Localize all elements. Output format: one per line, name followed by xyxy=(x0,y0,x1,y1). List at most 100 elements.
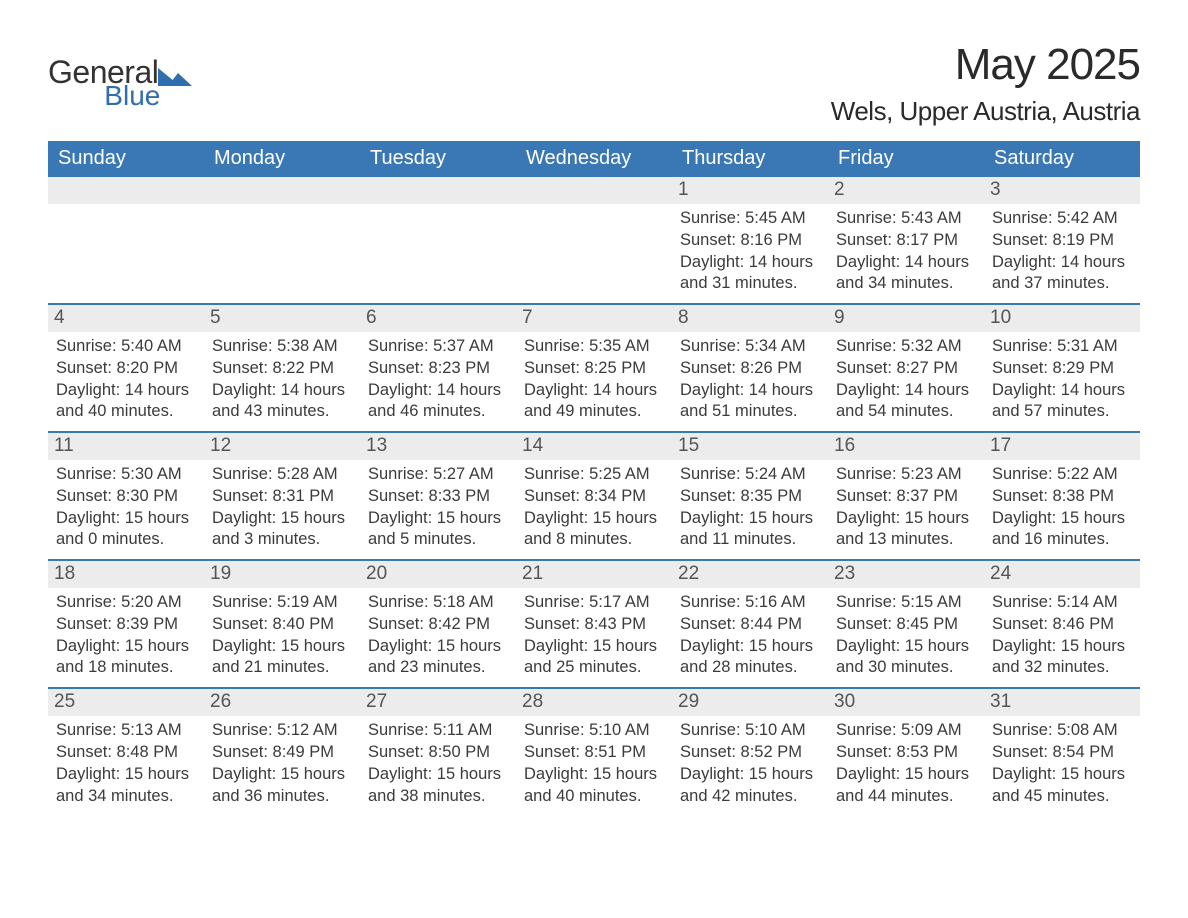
day-number: 31 xyxy=(984,689,1140,716)
day-sunset: Sunset: 8:27 PM xyxy=(836,358,976,380)
day-number: 25 xyxy=(48,689,204,716)
day-sunset: Sunset: 8:44 PM xyxy=(680,614,820,636)
day-sunset: Sunset: 8:35 PM xyxy=(680,486,820,508)
day-daylight2: and 46 minutes. xyxy=(368,401,508,423)
day-number: 4 xyxy=(48,305,204,332)
day-daylight2: and 18 minutes. xyxy=(56,657,196,679)
day-daylight1: Daylight: 14 hours xyxy=(680,252,820,274)
day-daylight1: Daylight: 15 hours xyxy=(368,636,508,658)
day-cell: 26Sunrise: 5:12 AMSunset: 8:49 PMDayligh… xyxy=(204,689,360,815)
day-number xyxy=(48,177,204,204)
day-number: 27 xyxy=(360,689,516,716)
day-sunrise: Sunrise: 5:08 AM xyxy=(992,720,1132,742)
day-daylight2: and 37 minutes. xyxy=(992,273,1132,295)
day-cell-empty xyxy=(204,177,360,303)
day-daylight2: and 38 minutes. xyxy=(368,786,508,808)
day-sunrise: Sunrise: 5:43 AM xyxy=(836,208,976,230)
day-cell: 13Sunrise: 5:27 AMSunset: 8:33 PMDayligh… xyxy=(360,433,516,559)
day-cell: 6Sunrise: 5:37 AMSunset: 8:23 PMDaylight… xyxy=(360,305,516,431)
day-number: 10 xyxy=(984,305,1140,332)
day-cell: 4Sunrise: 5:40 AMSunset: 8:20 PMDaylight… xyxy=(48,305,204,431)
day-cell: 2 Sunrise: 5:43 AMSunset: 8:17 PMDaylight… xyxy=(828,177,984,303)
day-daylight1: Daylight: 15 hours xyxy=(992,636,1132,658)
day-cell: 22Sunrise: 5:16 AMSunset: 8:44 PMDayligh… xyxy=(672,561,828,687)
day-daylight1: Daylight: 14 hours xyxy=(524,380,664,402)
day-daylight2: and 42 minutes. xyxy=(680,786,820,808)
day-cell: 29Sunrise: 5:10 AMSunset: 8:52 PMDayligh… xyxy=(672,689,828,815)
day-daylight1: Daylight: 15 hours xyxy=(212,508,352,530)
day-number: 20 xyxy=(360,561,516,588)
day-sunset: Sunset: 8:46 PM xyxy=(992,614,1132,636)
day-daylight1: Daylight: 15 hours xyxy=(836,764,976,786)
weekday-header-cell: Saturday xyxy=(984,141,1140,177)
day-sunrise: Sunrise: 5:23 AM xyxy=(836,464,976,486)
day-daylight1: Daylight: 15 hours xyxy=(56,764,196,786)
day-number: 2 xyxy=(828,177,984,204)
day-sunset: Sunset: 8:31 PM xyxy=(212,486,352,508)
day-cell: 12Sunrise: 5:28 AMSunset: 8:31 PMDayligh… xyxy=(204,433,360,559)
day-cell: 11Sunrise: 5:30 AMSunset: 8:30 PMDayligh… xyxy=(48,433,204,559)
day-daylight2: and 51 minutes. xyxy=(680,401,820,423)
day-number: 14 xyxy=(516,433,672,460)
day-cell: 9Sunrise: 5:32 AMSunset: 8:27 PMDaylight… xyxy=(828,305,984,431)
day-sunrise: Sunrise: 5:20 AM xyxy=(56,592,196,614)
logo-triangle-icon xyxy=(158,64,192,88)
day-cell: 15Sunrise: 5:24 AMSunset: 8:35 PMDayligh… xyxy=(672,433,828,559)
day-daylight1: Daylight: 15 hours xyxy=(524,764,664,786)
day-sunset: Sunset: 8:52 PM xyxy=(680,742,820,764)
day-cell-empty xyxy=(360,177,516,303)
day-sunrise: Sunrise: 5:42 AM xyxy=(992,208,1132,230)
day-number xyxy=(360,177,516,204)
day-daylight1: Daylight: 14 hours xyxy=(992,380,1132,402)
day-daylight1: Daylight: 15 hours xyxy=(680,508,820,530)
day-sunrise: Sunrise: 5:22 AM xyxy=(992,464,1132,486)
day-daylight1: Daylight: 14 hours xyxy=(836,252,976,274)
day-sunrise: Sunrise: 5:32 AM xyxy=(836,336,976,358)
day-daylight2: and 40 minutes. xyxy=(524,786,664,808)
day-sunset: Sunset: 8:17 PM xyxy=(836,230,976,252)
day-daylight1: Daylight: 15 hours xyxy=(992,764,1132,786)
day-number: 6 xyxy=(360,305,516,332)
week-row: 18Sunrise: 5:20 AMSunset: 8:39 PMDayligh… xyxy=(48,559,1140,687)
day-number: 16 xyxy=(828,433,984,460)
day-daylight1: Daylight: 15 hours xyxy=(56,508,196,530)
day-sunrise: Sunrise: 5:38 AM xyxy=(212,336,352,358)
day-sunrise: Sunrise: 5:16 AM xyxy=(680,592,820,614)
day-number: 13 xyxy=(360,433,516,460)
day-number: 30 xyxy=(828,689,984,716)
day-daylight1: Daylight: 14 hours xyxy=(368,380,508,402)
day-daylight2: and 3 minutes. xyxy=(212,529,352,551)
day-sunrise: Sunrise: 5:13 AM xyxy=(56,720,196,742)
day-sunset: Sunset: 8:26 PM xyxy=(680,358,820,380)
day-cell: 10Sunrise: 5:31 AMSunset: 8:29 PMDayligh… xyxy=(984,305,1140,431)
day-sunset: Sunset: 8:48 PM xyxy=(56,742,196,764)
day-daylight2: and 23 minutes. xyxy=(368,657,508,679)
day-number: 8 xyxy=(672,305,828,332)
day-daylight1: Daylight: 15 hours xyxy=(368,508,508,530)
day-cell: 5Sunrise: 5:38 AMSunset: 8:22 PMDaylight… xyxy=(204,305,360,431)
title-block: May 2025 Wels, Upper Austria, Austria xyxy=(831,40,1140,127)
day-sunrise: Sunrise: 5:45 AM xyxy=(680,208,820,230)
day-number: 7 xyxy=(516,305,672,332)
day-sunrise: Sunrise: 5:12 AM xyxy=(212,720,352,742)
day-number xyxy=(516,177,672,204)
weekday-header-row: SundayMondayTuesdayWednesdayThursdayFrid… xyxy=(48,141,1140,177)
day-sunset: Sunset: 8:20 PM xyxy=(56,358,196,380)
day-number: 3 xyxy=(984,177,1140,204)
day-number: 18 xyxy=(48,561,204,588)
day-sunset: Sunset: 8:16 PM xyxy=(680,230,820,252)
day-sunset: Sunset: 8:37 PM xyxy=(836,486,976,508)
day-sunrise: Sunrise: 5:40 AM xyxy=(56,336,196,358)
day-daylight1: Daylight: 15 hours xyxy=(212,764,352,786)
day-daylight1: Daylight: 15 hours xyxy=(680,636,820,658)
day-daylight2: and 5 minutes. xyxy=(368,529,508,551)
day-daylight2: and 45 minutes. xyxy=(992,786,1132,808)
day-cell-empty xyxy=(48,177,204,303)
day-number: 17 xyxy=(984,433,1140,460)
day-sunrise: Sunrise: 5:35 AM xyxy=(524,336,664,358)
day-sunrise: Sunrise: 5:14 AM xyxy=(992,592,1132,614)
day-cell: 17Sunrise: 5:22 AMSunset: 8:38 PMDayligh… xyxy=(984,433,1140,559)
weekday-header-cell: Sunday xyxy=(48,141,204,177)
weekday-header-cell: Monday xyxy=(204,141,360,177)
weeks-container: 1Sunrise: 5:45 AMSunset: 8:16 PMDaylight… xyxy=(48,177,1140,815)
